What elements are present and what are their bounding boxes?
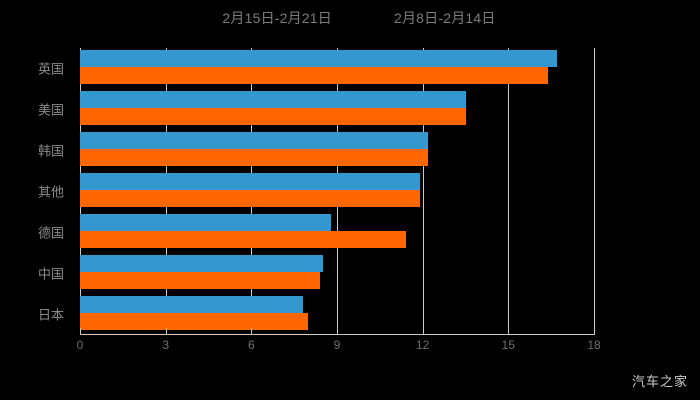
x-tick-mark (508, 328, 510, 334)
bar-其他-series-1[interactable] (80, 190, 420, 207)
x-tick-label: 15 (501, 338, 516, 352)
bar-其他-series-0[interactable] (80, 173, 420, 190)
x-tick-label: 12 (415, 338, 430, 352)
x-tick-mark (251, 328, 253, 334)
square-marker-icon (376, 13, 387, 24)
x-axis-line (80, 334, 595, 335)
watermark: 汽车之家 (631, 374, 688, 389)
bar-美国-series-0[interactable] (80, 91, 466, 109)
bar-德国-series-1[interactable] (80, 230, 406, 248)
x-tick-mark (80, 328, 81, 334)
gridline (594, 48, 595, 334)
circle-marker-icon (204, 13, 215, 24)
gridline (422, 48, 424, 334)
x-tick-label: 0 (76, 338, 84, 352)
gridline (508, 48, 510, 334)
bar-英国-series-1[interactable] (80, 67, 549, 85)
y-axis-label-韩国: 韩国 (37, 143, 64, 159)
legend-item-series-0[interactable]: 2月15日-2月21日 (204, 8, 332, 28)
y-axis-label-其他: 其他 (37, 184, 64, 200)
x-tick-mark (337, 328, 338, 334)
x-tick-label: 3 (162, 338, 169, 352)
x-tick-label: 6 (247, 338, 255, 352)
bar-中国-series-0[interactable] (80, 254, 323, 272)
y-axis-label-日本: 日本 (37, 307, 64, 323)
y-axis-label-美国: 美国 (37, 102, 64, 118)
y-axis-label-英国: 英国 (37, 61, 64, 77)
chart-legend: 2月15日-2月21日 2月8日-2月14日 (0, 8, 700, 28)
bar-日本-series-1[interactable] (80, 312, 309, 330)
bar-韩国-series-0[interactable] (80, 132, 429, 150)
x-tick-label: 9 (333, 338, 341, 352)
x-tick-label: 18 (587, 338, 601, 352)
plot-area (80, 48, 595, 334)
y-axis-label-德国: 德国 (37, 225, 64, 241)
bar-中国-series-1[interactable] (80, 271, 320, 289)
bar-韩国-series-1[interactable] (80, 149, 429, 167)
x-tick-mark (165, 328, 167, 334)
y-axis-label-中国: 中国 (37, 266, 64, 282)
bar-德国-series-0[interactable] (80, 213, 332, 231)
legend-label-series-1: 2月8日-2月14日 (394, 10, 496, 26)
bar-日本-series-0[interactable] (80, 295, 303, 313)
bar-英国-series-0[interactable] (80, 50, 557, 68)
x-tick-mark (594, 328, 595, 334)
legend-label-series-0: 2月15日-2月21日 (222, 10, 332, 26)
y-axis-labels: 英国美国韩国其他德国中国日本 (0, 48, 72, 334)
x-tick-mark (422, 328, 424, 334)
legend-item-series-1[interactable]: 2月8日-2月14日 (376, 8, 496, 28)
bar-美国-series-1[interactable] (80, 108, 466, 126)
